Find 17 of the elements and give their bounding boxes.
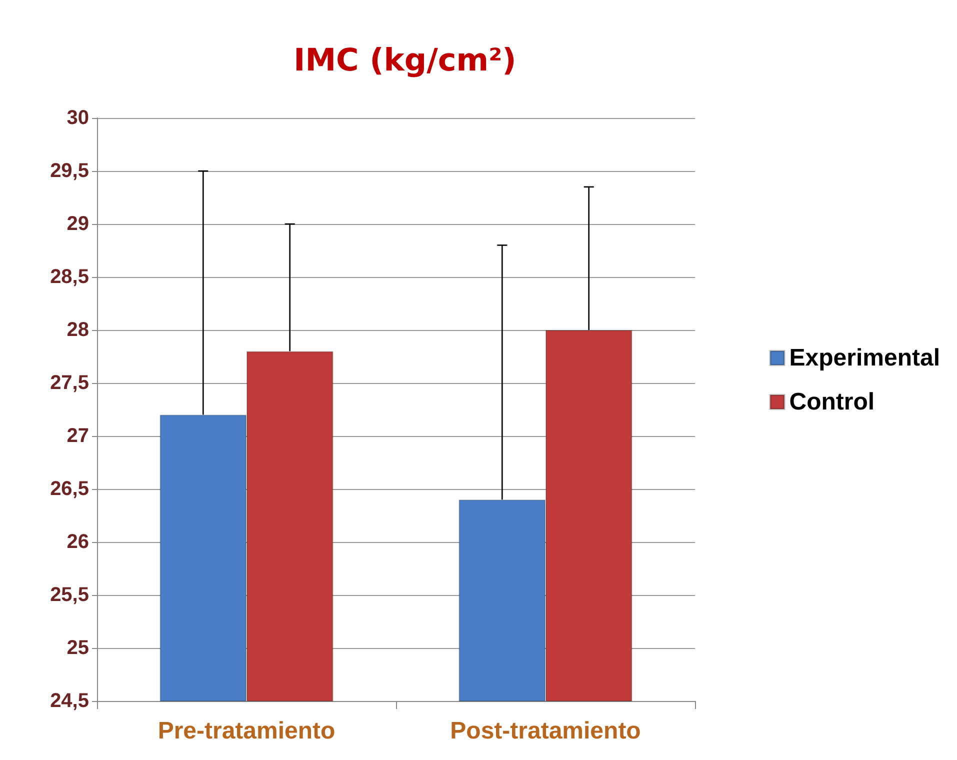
y-tick-label: 26,5 (50, 478, 89, 500)
legend-label: Experimental (789, 344, 940, 372)
y-tick-label: 27,5 (50, 372, 89, 394)
y-tick-label: 29,5 (50, 160, 89, 182)
y-tick-label: 25,5 (50, 584, 89, 606)
y-tick-label: 24,5 (50, 690, 89, 712)
y-tick-label: 28 (66, 319, 89, 341)
x-tick-label: Pre-tratamiento (158, 718, 336, 744)
y-tick-label: 30 (66, 107, 89, 129)
chart-title: IMC (kg/cm²) (294, 42, 516, 78)
y-tick-label: 27 (66, 425, 89, 447)
legend-label: Control (789, 388, 875, 416)
y-tick-label: 28,5 (50, 266, 89, 288)
y-tick-label: 29 (66, 213, 89, 235)
x-tick-label: Post-tratamiento (450, 718, 641, 744)
y-tick-label: 26 (66, 531, 89, 553)
y-tick-label: 25 (66, 637, 89, 659)
